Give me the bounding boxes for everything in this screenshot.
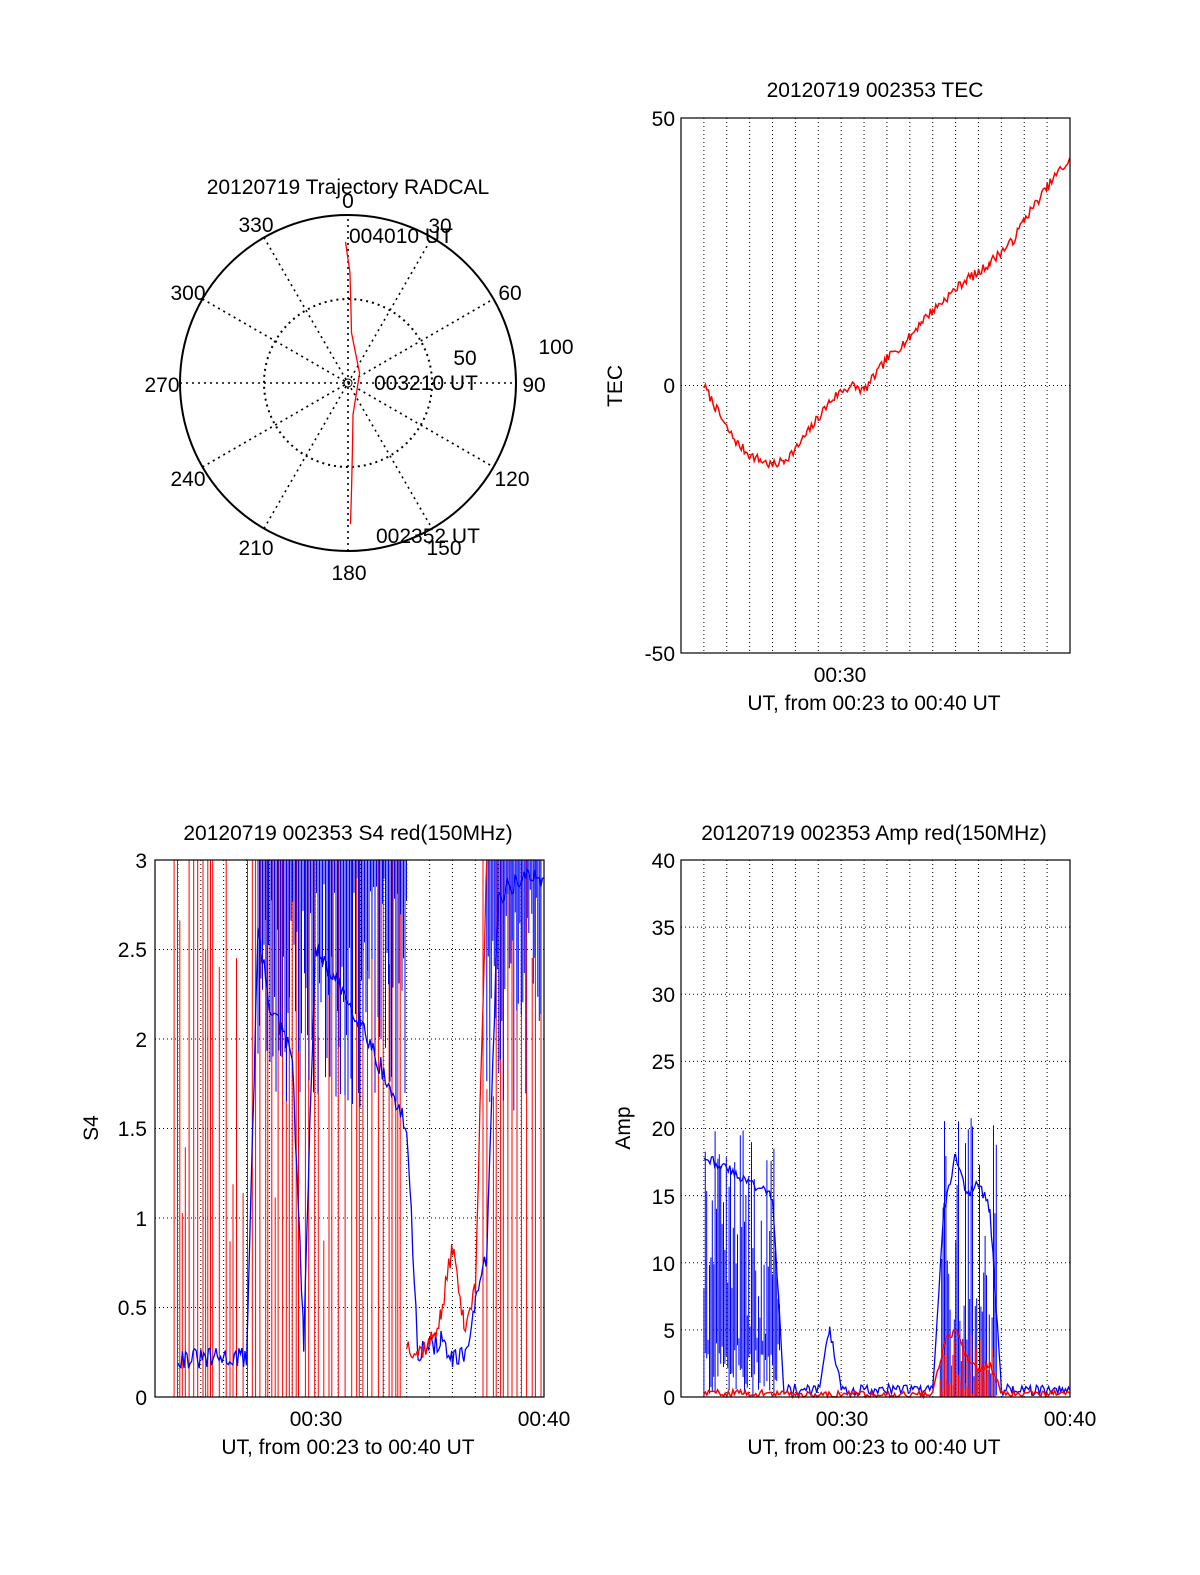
s4-panel: 20120719 002353 S4 red(150MHz) 0 0.5 1 1… [80,822,570,1459]
amp-xtick-label: 00:30 [816,1408,869,1431]
s4-ytick-label: 0.5 [118,1297,147,1320]
s4-red-series-line [406,859,488,1359]
s4-title: 20120719 002353 S4 red(150MHz) [183,822,512,845]
amp-red-series-line [703,1328,1071,1400]
s4-blue-series-line [177,867,545,1369]
amp-blue-series-line [703,1153,1071,1398]
s4-blue-band [257,860,542,1111]
s4-ytick-label: 0 [135,1387,147,1410]
polar-angle-label: 120 [494,468,529,491]
polar-angle-labels: 0 30 60 90 120 150 180 210 240 270 300 3… [144,190,545,585]
polar-angle-label: 270 [144,374,179,397]
amp-x-axis-label: UT, from 00:23 to 00:40 UT [747,1436,1000,1459]
amp-ytick-label: 20 [652,1118,675,1141]
amp-ytick-label: 35 [652,917,675,940]
amp-panel: 20120719 002353 Amp red(150MHz) 0 5 10 1… [612,822,1096,1459]
s4-plot-frame [154,859,545,1398]
amp-ytick-label: 30 [652,984,675,1007]
tec-series-line [703,157,1071,470]
polar-mid-label: 003210 UT [374,372,478,395]
polar-title: 20120719 Trajectory RADCAL [207,176,490,199]
polar-spokes [180,215,516,551]
tec-plot-frame [680,117,1071,654]
s4-ytick-label: 1.5 [118,1118,147,1141]
amp-ytick-label: 10 [652,1253,675,1276]
polar-angle-label: 210 [238,537,273,560]
polar-angle-label: 90 [522,374,545,397]
tec-panel: 20120719 002353 TEC -50 0 50 00:30 UT, f… [604,79,1071,715]
s4-xtick-label: 00:40 [518,1408,571,1431]
polar-radius-label: 50 [453,347,476,370]
polar-angle-label: 0 [342,190,354,213]
polar-angle-label: 240 [170,468,205,491]
s4-ytick-label: 2 [135,1029,147,1052]
polar-panel: 20120719 Trajectory RADCAL 0 30 60 90 12… [144,176,573,585]
s4-y-axis-label: S4 [80,1115,103,1141]
tec-x-axis-label: UT, from 00:23 to 00:40 UT [747,692,1000,715]
s4-ytick-label: 3 [135,850,147,873]
polar-end-label: 004010 UT [349,225,453,248]
amp-ytick-label: 25 [652,1051,675,1074]
s4-xtick-label: 00:30 [290,1408,343,1431]
polar-angle-label: 30 [428,215,451,238]
amp-ytick-label: 0 [663,1387,675,1410]
polar-center-mark [343,378,353,388]
tec-y-axis-label: TEC [604,365,627,407]
trajectory-line [344,241,361,525]
amp-ytick-label: 5 [663,1320,675,1343]
amp-xtick-label: 00:40 [1044,1408,1097,1431]
s4-x-axis-label: UT, from 00:23 to 00:40 UT [221,1436,474,1459]
s4-grid [155,860,544,1397]
amp-grid [681,860,1070,1397]
s4-red-spikes [173,860,542,1397]
amp-ytick-label: 15 [652,1186,675,1209]
s4-ytick-label: 1 [135,1208,147,1231]
tec-ytick-label: 50 [652,108,675,131]
polar-spoke [263,237,433,529]
tec-xtick-label: 00:30 [814,664,867,687]
polar-angle-label: 300 [170,282,205,305]
polar-radius-label: 100 [538,336,573,359]
polar-start-label: 002352 UT [376,525,480,548]
amp-plot-frame [680,859,1071,1398]
amp-ytick-label: 40 [652,850,675,873]
polar-angle-label: 330 [238,214,273,237]
amp-y-axis-label: Amp [612,1106,635,1149]
polar-angle-label: 60 [498,282,521,305]
polar-angle-label: 180 [331,562,366,585]
tec-title: 20120719 002353 TEC [767,79,984,102]
amp-title: 20120719 002353 Amp red(150MHz) [701,822,1047,845]
tec-ytick-label: 0 [663,375,675,398]
tec-grid [681,118,1070,653]
s4-ytick-label: 2.5 [118,939,147,962]
amp-blue-band [703,1118,997,1397]
tec-ytick-label: -50 [645,643,675,666]
polar-angle-label: 150 [426,537,461,560]
